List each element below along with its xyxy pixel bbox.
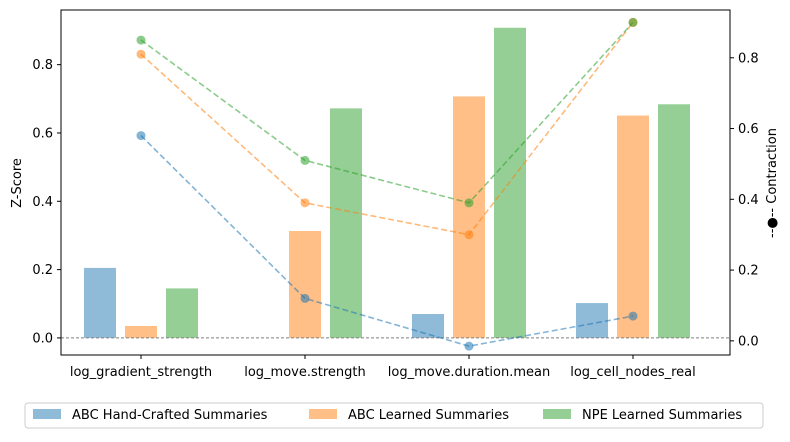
legend-label-2: ABC Learned Summaries: [348, 408, 509, 423]
y-tick-label-3: 0.4: [32, 195, 53, 210]
bar-3-2: [330, 108, 362, 338]
contraction-line-3: [140, 21, 634, 204]
right-axis: 0.0 0.2 0.4 0.6 0.8: [730, 51, 759, 349]
bar-2-4: [617, 115, 649, 338]
bar-1-1: [84, 267, 116, 338]
legend-label-1: ABC Hand-Crafted Summaries: [72, 408, 268, 423]
left-axis: 0.0 0.2 0.4 0.6 0.8: [32, 58, 61, 346]
legend: ABC Hand-Crafted Summaries ABC Learned Su…: [24, 402, 764, 429]
contraction-point-3-4: [628, 17, 638, 27]
contraction-line-2: [140, 21, 634, 236]
y2-tick-label-2: 0.2: [738, 264, 759, 279]
bar-2-3: [453, 96, 485, 338]
y-tick-label-4: 0.6: [32, 126, 53, 141]
contraction-point-2-1: [136, 49, 146, 59]
contraction-point-2-3: [464, 230, 474, 240]
contraction-lines-layer: [136, 17, 638, 351]
y-tick-label-5: 0.8: [32, 58, 53, 73]
contraction-point-3-2: [300, 155, 310, 165]
y-tick-label-1: 0.0: [32, 331, 53, 346]
bar-1-3: [412, 314, 444, 338]
plot-frame: [60, 9, 731, 356]
y-axis-label: Z-Score: [10, 158, 25, 208]
y-tick-label-2: 0.2: [32, 263, 53, 278]
contraction-point-1-4: [628, 311, 638, 321]
y2-tick-label-5: 0.8: [738, 51, 759, 66]
legend-label-3: NPE Learned Summaries: [582, 408, 742, 423]
legend-swatch-1: [33, 409, 61, 419]
contraction-point-2-2: [300, 198, 310, 208]
bar-2-1: [125, 325, 157, 338]
contraction-point-3-3: [464, 198, 474, 208]
bars-layer: [61, 27, 730, 339]
legend-swatch-3: [543, 409, 571, 419]
legend-box: [24, 402, 764, 429]
contraction-point-3-1: [136, 35, 146, 45]
y2-tick-label-1: 0.0: [738, 334, 759, 349]
x-tick-label-4: log_cell_nodes_real: [570, 365, 696, 380]
contraction-line-1: [140, 135, 634, 347]
legend-swatch-2: [309, 409, 337, 419]
x-tick-label-1: log_gradient_strength: [70, 365, 212, 380]
bar-2-2: [289, 231, 321, 338]
contraction-point-1-2: [300, 293, 310, 303]
bar-3-1: [166, 288, 198, 338]
contraction-point-1-3: [464, 341, 474, 351]
contraction-point-1-1: [136, 131, 146, 141]
x-tick-label-2: log_move.strength: [244, 365, 366, 380]
bar-1-4: [576, 303, 608, 338]
bar-3-4: [658, 104, 690, 338]
x-axis: log_gradient_strength log_move.strength lo…: [70, 355, 696, 380]
y2-tick-label-3: 0.4: [738, 193, 759, 208]
y2-axis-label: --●-- Contraction: [765, 128, 780, 238]
x-tick-label-3: log_move.duration.mean: [388, 365, 550, 380]
y2-tick-label-4: 0.6: [738, 122, 759, 137]
